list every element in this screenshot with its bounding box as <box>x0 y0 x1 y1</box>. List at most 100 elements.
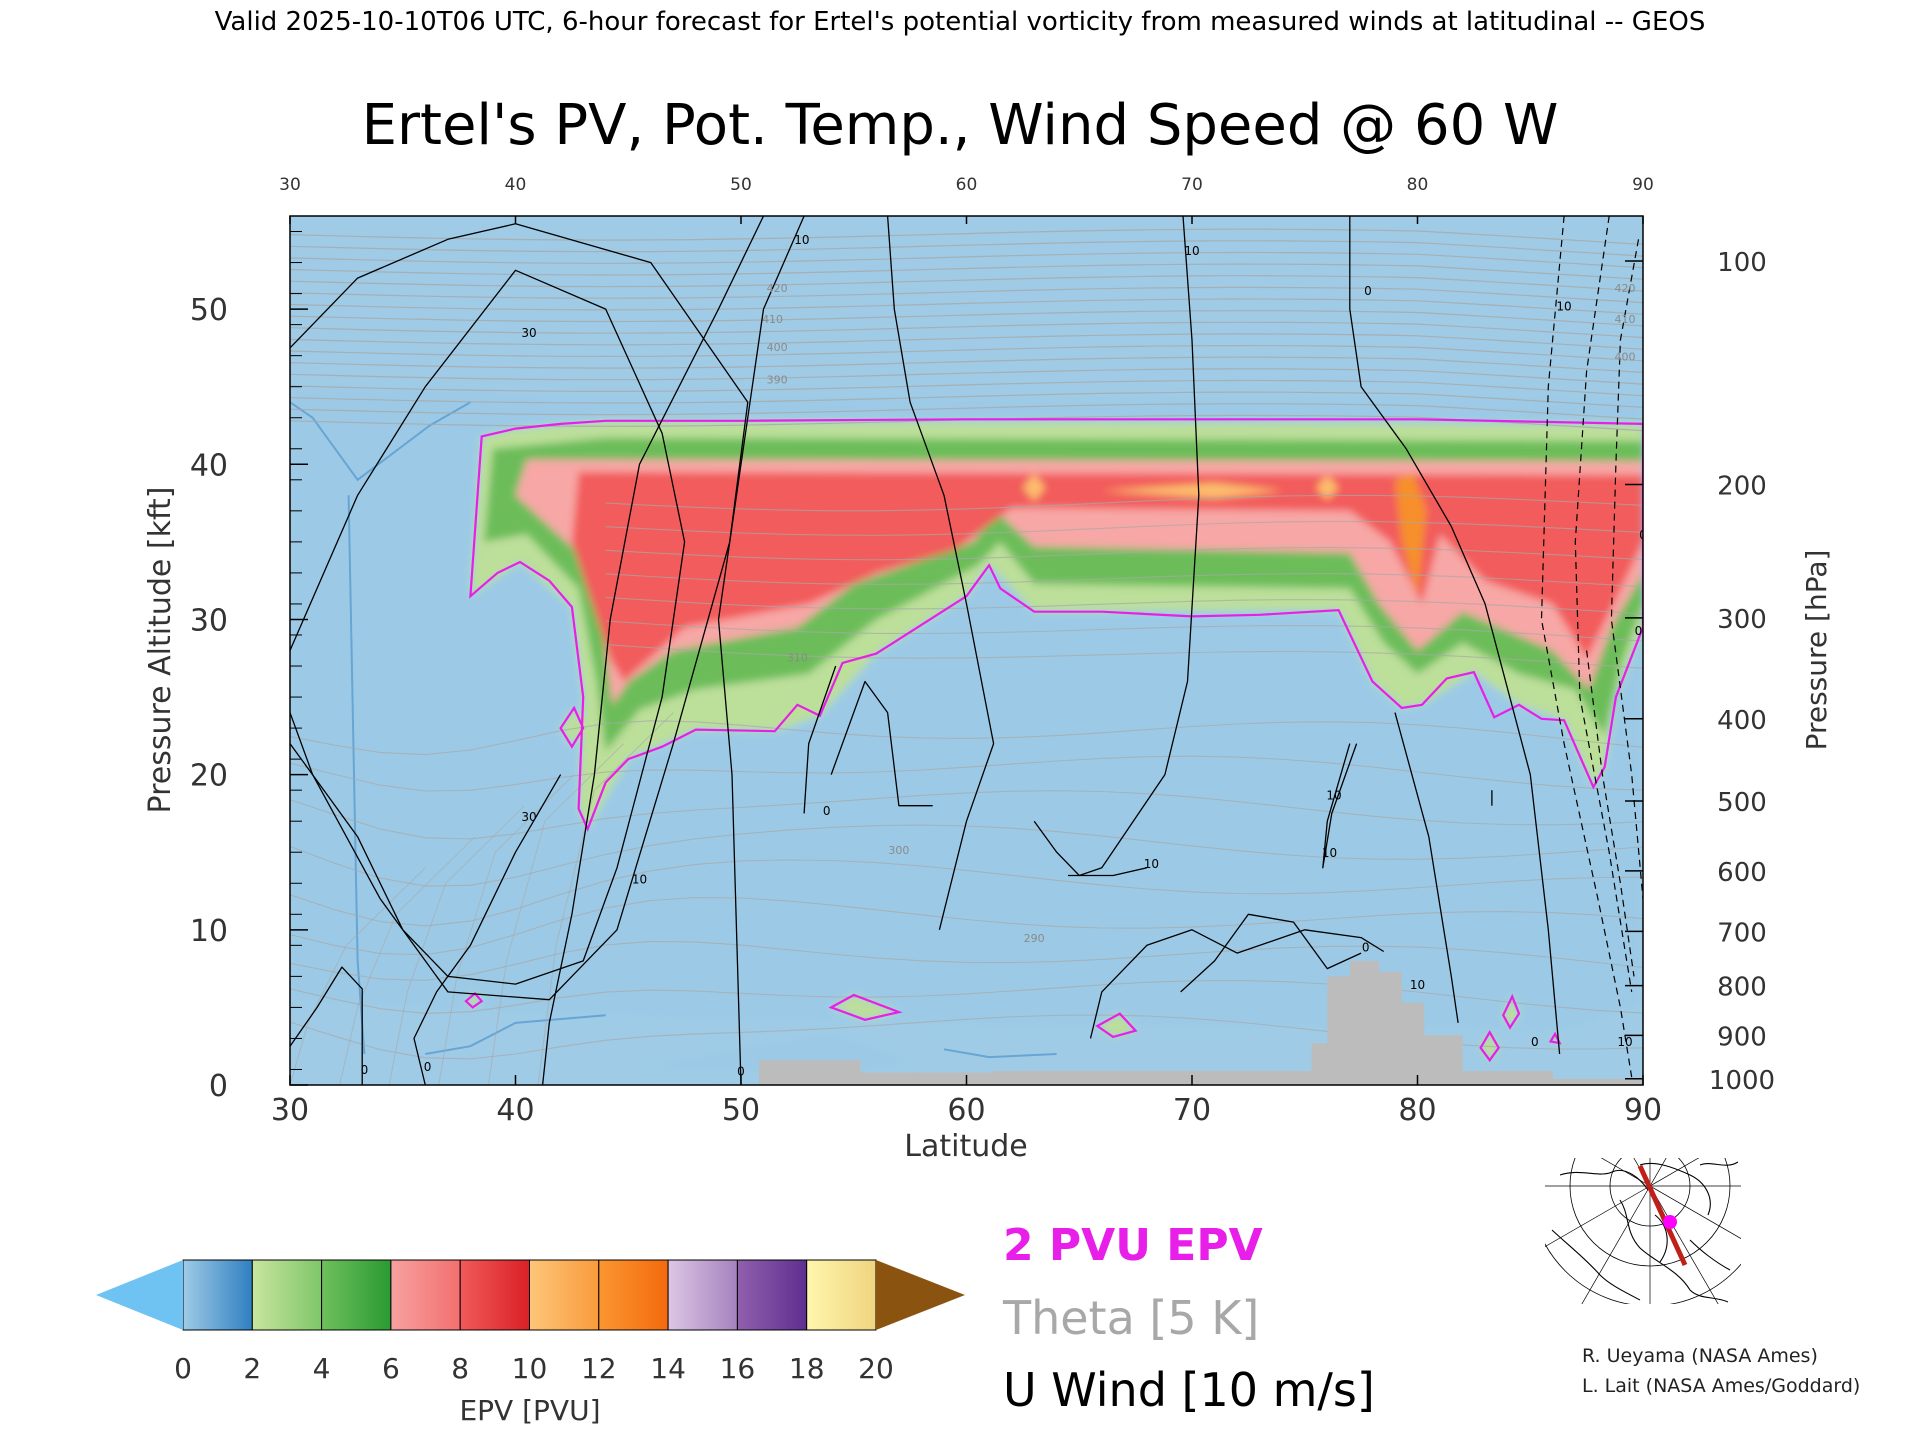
x-tick-label-1: 40 <box>496 1093 534 1128</box>
theta-contour-upper-12 <box>290 368 1643 385</box>
u-wind-contour-7 <box>830 680 933 807</box>
x-axis-label: Latitude <box>904 1129 1027 1164</box>
colorbar-bin-5 <box>529 1259 600 1331</box>
pv-region-5 <box>571 472 1643 682</box>
pv-blob-outline-3 <box>1479 1030 1501 1063</box>
theta-contour-upper-8 <box>290 321 1643 339</box>
x-tick-label-top-5: 80 <box>1407 175 1429 195</box>
legend-wind-label: U Wind [10 m/s] <box>1003 1363 1375 1417</box>
x-tick-label-5: 80 <box>1398 1093 1436 1128</box>
theta-contour-mid-3 <box>605 573 1643 588</box>
colorbar-tick-label-5: 10 <box>512 1352 548 1385</box>
u-wind-contour-labels: 30 30 10 10 10 10 10 10 10 10 10 0 0 0 0 0 0 0 0 0 <box>361 233 1643 1079</box>
colorbar-bin-7 <box>667 1259 738 1331</box>
theta-contours <box>290 228 1643 1085</box>
pressure-tick-label-1: 200 <box>1717 471 1767 501</box>
inset-meridian-150 <box>1545 1185 1651 1248</box>
theta-contour-surface-5 <box>537 712 674 1085</box>
topography <box>741 960 1643 1085</box>
tropopause-2pvu-contour <box>464 418 1643 1063</box>
theta-contour-lower-5 <box>290 896 1643 956</box>
theta-contour-mid-0 <box>605 494 1643 512</box>
x-tick-label-4: 70 <box>1173 1093 1211 1128</box>
inset-coastline-4 <box>1689 1239 1731 1271</box>
u-wind-label-12: 0 <box>424 1060 432 1074</box>
credit-line-1: R. Ueyama (NASA Ames) <box>1582 1345 1818 1367</box>
theta-contour-upper-3 <box>290 263 1643 280</box>
pressure-tick-label-9: 1000 <box>1709 1066 1775 1096</box>
y-tick-label-4: 40 <box>190 448 228 483</box>
theta-contour-upper-5 <box>290 286 1643 304</box>
y-axis-label-right: Pressure [hPa] <box>1800 550 1833 751</box>
colorbar-tick-label-2: 4 <box>313 1352 331 1385</box>
u-wind-label-15: 0 <box>1362 941 1370 955</box>
colorbar-bin-8 <box>736 1259 808 1331</box>
credit-line-2: L. Lait (NASA Ames/Goddard) <box>1582 1375 1860 1397</box>
u-wind-contour-11 <box>1349 216 1561 1055</box>
u-wind-contour-13 <box>1180 913 1362 993</box>
inset-map-content <box>1545 1158 1741 1304</box>
u-wind-label-16: 0 <box>1364 284 1372 298</box>
topography-fill <box>741 960 1643 1085</box>
pv-blob-outline-6 <box>559 705 585 749</box>
pressure-tick-label-2: 300 <box>1717 605 1767 635</box>
theta-contour-mid-4 <box>605 596 1643 615</box>
theta-label-5: 300 <box>888 844 909 857</box>
inset-coastline-6 <box>1551 1229 1641 1301</box>
y-tick-label-1: 10 <box>190 914 228 949</box>
u-wind-label-6: 10 <box>1322 846 1337 860</box>
theta-label-0: 420 <box>767 282 788 295</box>
u-wind-label-7: 10 <box>1410 978 1425 992</box>
theta-contour-upper-11 <box>290 356 1643 373</box>
inset-coastline-1 <box>1639 1162 1711 1216</box>
colorbar: 0 2 4 6 8 10 12 14 16 18 20 <box>96 1259 965 1385</box>
theta-contour-upper-7 <box>290 310 1643 327</box>
theta-label-8: 410 <box>1614 313 1635 326</box>
colorbar-tick-label-10: 20 <box>858 1352 894 1385</box>
x-tick-label-3: 60 <box>947 1093 985 1128</box>
inset-coastline-5 <box>1699 1161 1739 1166</box>
u-wind-negative-contour-2 <box>1610 239 1643 899</box>
pressure-tick-label-6: 700 <box>1717 918 1767 948</box>
colorbar-label: EPV [PVU] <box>459 1394 600 1427</box>
colorbar-tick-label-7: 14 <box>650 1352 686 1385</box>
colorbar-bin-6 <box>598 1259 669 1331</box>
inset-location-point <box>1663 1215 1677 1229</box>
u-wind-label-17: 0 <box>1531 1035 1539 1049</box>
theta-contour-upper-10 <box>290 345 1643 362</box>
theta-contour-surface-3 <box>438 774 575 1085</box>
pressure-tick-label-3: 400 <box>1717 706 1767 736</box>
u-wind-negative-contour-1 <box>1574 216 1633 992</box>
pv-fine-contour-0 <box>290 401 471 482</box>
x-tick-label-top-1: 40 <box>505 175 527 195</box>
pressure-tick-label-0: 100 <box>1717 248 1767 278</box>
theta-contour-upper-1 <box>290 240 1643 257</box>
pressure-tick-label-8: 900 <box>1717 1022 1767 1052</box>
colorbar-bin-1 <box>251 1259 323 1331</box>
pv-region-9 <box>1395 472 1427 597</box>
x-tick-label-top-6: 90 <box>1632 175 1654 195</box>
axes: 3030404050506060707080809090010203040501… <box>190 175 1775 1128</box>
theta-label-4: 310 <box>787 651 808 664</box>
u-wind-contour-15 <box>1394 712 1459 1023</box>
pv-blob-outline-5 <box>1548 1031 1562 1045</box>
colorbar-tick-label-6: 12 <box>581 1352 617 1385</box>
pv-fine-contour-2 <box>425 1014 606 1055</box>
u-wind-label-8: 10 <box>1144 857 1159 871</box>
u-wind-contour-4 <box>541 216 765 1085</box>
inset-meridian-120 <box>1581 1185 1651 1304</box>
pv-blob-outline-0 <box>464 991 484 1009</box>
legend: 2 PVU EPV Theta [5 K] U Wind [10 m/s] <box>1002 1220 1375 1417</box>
pv-region-8 <box>1101 482 1283 499</box>
theta-contour-lower-1 <box>290 755 1643 792</box>
u-wind-contour-2 <box>290 966 363 1085</box>
u-wind-label-11: 0 <box>361 1063 369 1077</box>
theta-label-1: 410 <box>762 313 783 326</box>
colorbar-tick-label-8: 16 <box>720 1352 756 1385</box>
theta-label-7: 420 <box>1614 282 1635 295</box>
theta-contour-mid-6 <box>605 644 1643 669</box>
u-wind-label-13: 0 <box>737 1065 745 1079</box>
theta-contour-upper-14 <box>290 391 1643 408</box>
chart-title: Ertel's PV, Pot. Temp., Wind Speed @ 60 … <box>362 93 1559 158</box>
